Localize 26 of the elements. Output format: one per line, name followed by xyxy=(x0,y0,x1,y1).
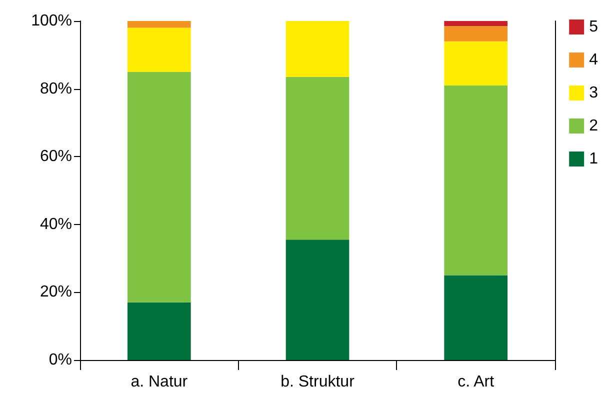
bar xyxy=(444,41,508,86)
bar xyxy=(444,26,508,42)
legend-label: 3 xyxy=(589,84,598,102)
bar xyxy=(286,240,350,360)
bar xyxy=(286,76,350,240)
bar xyxy=(444,275,508,360)
y-tick-label: 100% xyxy=(31,12,72,30)
legend-label: 2 xyxy=(589,118,598,134)
y-tick-label: 60% xyxy=(40,148,72,166)
bar xyxy=(444,85,508,276)
bar xyxy=(286,21,350,77)
x-tick-label: a. Natur xyxy=(130,374,188,390)
legend-label: 4 xyxy=(589,52,598,68)
y-tick-label: 0% xyxy=(48,352,72,368)
x-tick-label: c. Art xyxy=(458,374,495,390)
bar xyxy=(128,302,191,360)
bar xyxy=(444,21,508,26)
legend-label: 1 xyxy=(589,150,598,168)
x-tick-label: b. Struktur xyxy=(280,374,356,390)
legend-label: 5 xyxy=(589,18,598,36)
y-tick-label: 80% xyxy=(40,80,72,98)
y-tick-label: 40% xyxy=(40,216,72,233)
bar xyxy=(128,72,191,302)
bar xyxy=(128,21,191,28)
bar xyxy=(128,28,191,72)
y-tick-label: 20% xyxy=(40,284,72,301)
